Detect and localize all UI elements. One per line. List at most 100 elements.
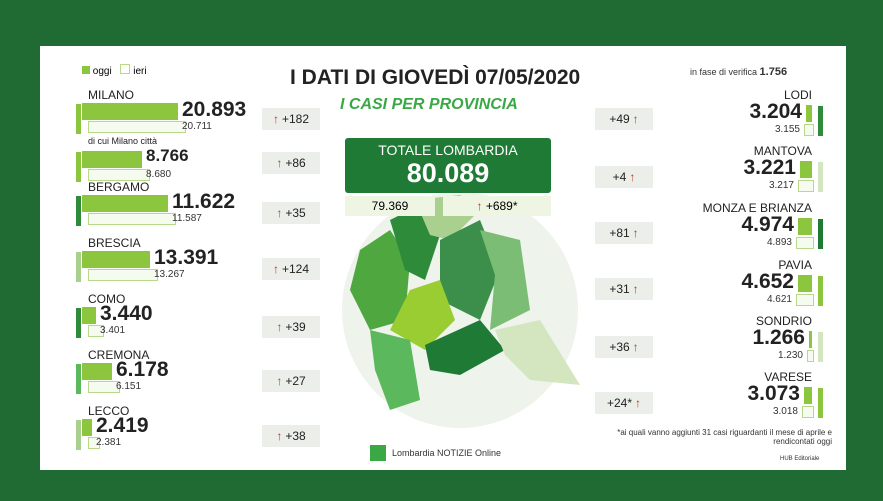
yesterday-value: 3.155 (774, 124, 800, 135)
today-value: 4.652 (741, 270, 794, 293)
today-value: 3.073 (747, 382, 800, 405)
region (495, 320, 580, 385)
legend-today: oggi (92, 66, 112, 77)
total-label: TOTALE LOMBARDIA (378, 142, 518, 158)
arrow-icon: ↑ (276, 429, 283, 443)
province-name: BERGAMO (88, 180, 150, 194)
yesterday-value: 8.680 (146, 169, 172, 180)
region (390, 280, 455, 350)
footnote: *ai quali vanno aggiunti 31 casi riguard… (617, 428, 832, 446)
legend: oggi ieri (82, 64, 147, 77)
today-value: 4.974 (741, 213, 794, 236)
region (425, 320, 505, 375)
delta-box: +24* ↑ (595, 392, 653, 414)
today-value: 3.221 (743, 156, 796, 179)
delta-value: +31 (609, 282, 630, 296)
delta-box: ↑ +39 (262, 316, 320, 338)
today-bar (809, 331, 812, 348)
delta-box: ↑ +124 (262, 258, 320, 280)
delta-box: ↑ +86 (262, 152, 320, 174)
yesterday-box (796, 237, 814, 249)
arrow-icon: ↑ (632, 226, 639, 240)
province-name: VARESE (764, 370, 812, 384)
credit: HUB Editoriale (780, 456, 820, 462)
province-name: COMO (88, 292, 126, 306)
province-name: MANTOVA (753, 144, 812, 158)
today-bar (800, 161, 812, 178)
province-name: LECCO (88, 404, 130, 418)
total-yesterday: 79.369 (345, 196, 435, 216)
delta-box: +31 ↑ (595, 278, 653, 300)
arrow-icon: ↑ (276, 156, 283, 170)
province-name: CREMONA (88, 348, 150, 362)
province-name: LODI (783, 88, 812, 102)
yesterday-value: 11.587 (172, 213, 202, 224)
arrow-icon: ↑ (629, 170, 636, 184)
accent-bar (76, 104, 81, 134)
arrow-icon: ↑ (276, 206, 283, 220)
arrow-icon: ↑ (276, 320, 283, 334)
yesterday-value: 4.621 (766, 294, 792, 305)
accent-bar (818, 106, 823, 136)
province-name: PAVIA (778, 258, 812, 272)
verification-value: 1.756 (759, 66, 788, 78)
delta-box: +36 ↑ (595, 336, 653, 358)
yesterday-value: 3.217 (768, 180, 794, 191)
total-box: TOTALE LOMBARDIA 80.089 (345, 138, 551, 193)
delta-box: +49 ↑ (595, 108, 653, 130)
today-value: 8.766 (146, 146, 189, 165)
legend-swatch (82, 66, 90, 74)
today-bar (82, 419, 92, 436)
today-value: 11.622 (172, 190, 236, 213)
arrow-icon: ↑ (272, 112, 279, 126)
logo: Lombardia NOTIZIE Online (392, 448, 502, 458)
yesterday-value: 4.893 (766, 237, 792, 248)
today-bar (82, 195, 168, 212)
delta-value: +38 (285, 429, 306, 443)
accent-bar (76, 308, 81, 338)
yesterday-box (88, 213, 176, 225)
delta-value: +4 (612, 170, 627, 184)
accent-bar (76, 152, 81, 182)
yesterday-value: 1.230 (777, 350, 803, 361)
arrow-icon: ↑ (276, 374, 283, 388)
arrow-icon: ↑ (632, 282, 639, 296)
total-delta-value: +689* (485, 199, 518, 213)
region (350, 230, 410, 330)
verification: in fase di verifica 1.756 (690, 66, 787, 78)
accent-bar (76, 420, 81, 450)
yesterday-box (88, 169, 150, 181)
delta-value: +49 (609, 112, 630, 126)
delta-value: +39 (285, 320, 306, 334)
province-name: di cui Milano città (88, 136, 158, 146)
today-value: 1.266 (752, 326, 805, 349)
yesterday-box (802, 406, 814, 418)
yesterday-value: 13.267 (154, 269, 185, 280)
today-value: 13.391 (154, 246, 219, 269)
delta-value: +124 (281, 262, 310, 276)
today-value: 3.440 (100, 302, 153, 325)
subtitle: I CASI PER PROVINCIA (340, 96, 518, 113)
delta-box: +4 ↑ (595, 166, 653, 188)
yesterday-box (804, 124, 814, 136)
arrow-icon: ↑ (632, 340, 639, 354)
today-bar (798, 275, 812, 292)
logo-icon (370, 445, 386, 461)
province-name: MONZA E BRIANZA (702, 201, 812, 215)
yesterday-box (88, 437, 100, 449)
today-bar (806, 105, 812, 122)
today-value: 2.419 (96, 414, 149, 437)
accent-bar (818, 219, 823, 249)
yesterday-value: 3.401 (100, 325, 126, 336)
delta-value: +182 (281, 112, 310, 126)
today-bar (82, 103, 178, 120)
yesterday-value: 20.711 (182, 121, 212, 132)
yesterday-value: 2.381 (96, 437, 122, 448)
arrow-icon: ↑ (272, 262, 279, 276)
yesterday-box (88, 325, 104, 337)
region (480, 230, 530, 330)
today-bar (82, 151, 142, 168)
province-name: BRESCIA (88, 236, 141, 250)
today-bar (82, 363, 112, 380)
